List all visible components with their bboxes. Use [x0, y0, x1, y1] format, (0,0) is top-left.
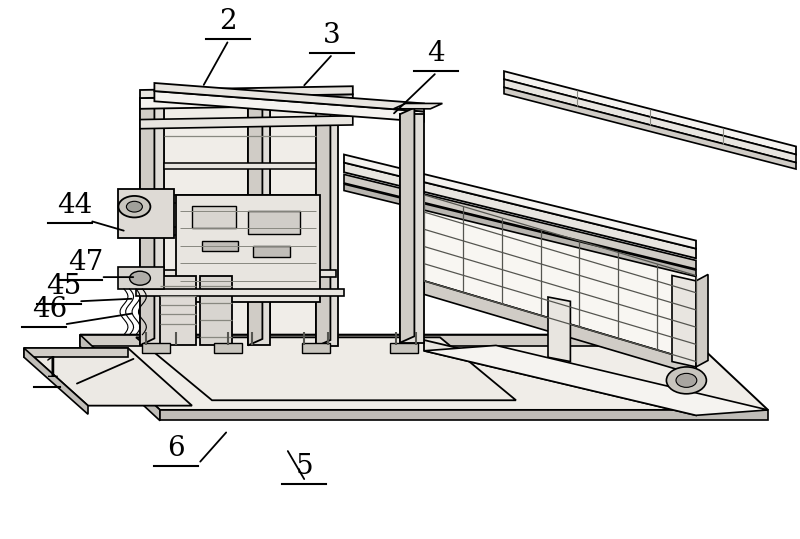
Polygon shape [424, 195, 696, 362]
Polygon shape [140, 94, 353, 109]
Text: 46: 46 [32, 296, 67, 323]
Polygon shape [192, 205, 236, 228]
Polygon shape [253, 246, 290, 257]
Polygon shape [136, 289, 344, 296]
Polygon shape [176, 195, 320, 302]
Polygon shape [164, 163, 316, 169]
Polygon shape [424, 281, 696, 375]
Polygon shape [80, 335, 768, 410]
Polygon shape [344, 184, 696, 277]
Polygon shape [24, 348, 192, 406]
Polygon shape [140, 86, 353, 98]
Circle shape [126, 201, 142, 212]
Polygon shape [390, 343, 418, 354]
Polygon shape [400, 108, 414, 343]
Polygon shape [24, 348, 128, 357]
Polygon shape [154, 83, 424, 112]
Polygon shape [154, 91, 424, 122]
Polygon shape [118, 190, 174, 238]
Text: 44: 44 [58, 192, 93, 219]
Polygon shape [316, 101, 338, 347]
Polygon shape [344, 155, 696, 248]
Text: 2: 2 [219, 8, 237, 34]
Polygon shape [400, 114, 424, 343]
Polygon shape [202, 240, 238, 251]
Circle shape [118, 196, 150, 217]
Polygon shape [140, 91, 154, 345]
Text: 47: 47 [68, 248, 103, 275]
Polygon shape [136, 337, 516, 400]
Polygon shape [248, 211, 300, 233]
Polygon shape [424, 345, 768, 416]
Polygon shape [504, 87, 796, 169]
Text: 45: 45 [46, 273, 82, 300]
Circle shape [676, 374, 697, 388]
Polygon shape [316, 94, 330, 347]
Circle shape [666, 367, 706, 394]
Polygon shape [80, 335, 160, 421]
Text: 4: 4 [427, 40, 445, 67]
Polygon shape [164, 195, 316, 203]
Polygon shape [548, 297, 570, 362]
Polygon shape [214, 343, 242, 354]
Text: 5: 5 [295, 453, 313, 480]
Polygon shape [24, 348, 88, 414]
Polygon shape [270, 98, 316, 343]
Text: 6: 6 [167, 435, 185, 462]
Polygon shape [160, 410, 768, 420]
Polygon shape [164, 227, 316, 234]
Polygon shape [140, 116, 353, 129]
Polygon shape [344, 175, 696, 269]
Polygon shape [696, 274, 708, 367]
Polygon shape [80, 335, 688, 347]
Polygon shape [248, 99, 270, 345]
Polygon shape [164, 270, 336, 277]
Polygon shape [160, 275, 196, 345]
Polygon shape [140, 98, 164, 345]
Polygon shape [394, 103, 442, 109]
Polygon shape [672, 275, 696, 367]
Polygon shape [504, 71, 796, 155]
Polygon shape [248, 93, 262, 345]
Polygon shape [344, 163, 696, 258]
Text: 3: 3 [323, 22, 341, 49]
Circle shape [130, 271, 150, 285]
Polygon shape [504, 79, 796, 163]
Polygon shape [142, 343, 170, 354]
Polygon shape [424, 340, 696, 416]
Polygon shape [302, 343, 330, 354]
Polygon shape [164, 98, 248, 340]
Polygon shape [118, 267, 164, 289]
Text: 1: 1 [44, 356, 62, 383]
Polygon shape [200, 275, 232, 345]
